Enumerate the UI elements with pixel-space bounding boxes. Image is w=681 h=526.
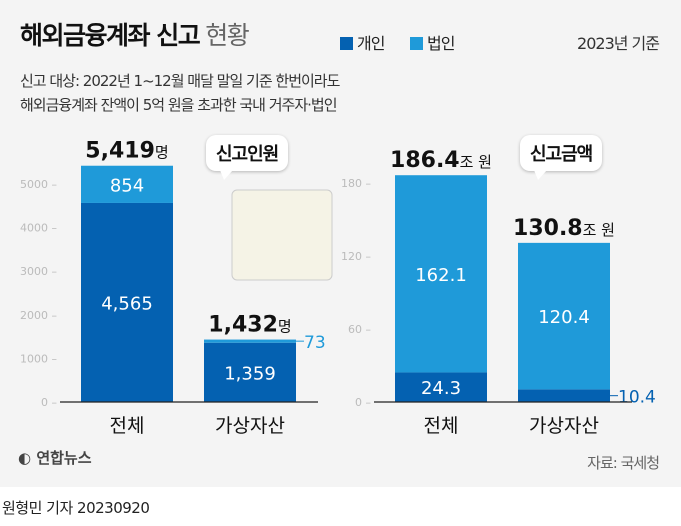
bar-corporate <box>204 339 296 343</box>
chart-title: 해외금융계좌 신고 현황 <box>20 21 250 50</box>
bar-corporate <box>81 165 173 203</box>
total-label: 186.4조 원 <box>390 148 492 173</box>
category-label: 전체 <box>424 415 459 437</box>
category-label: 가상자산 <box>529 415 599 437</box>
bar-corporate <box>395 175 487 373</box>
bar-corporate <box>518 242 610 390</box>
total-label: 5,419명 <box>85 139 168 164</box>
y-tick-label: 60 – <box>348 323 371 336</box>
y-tick-label: 0 – <box>355 396 371 409</box>
value-label: 120.4 <box>538 307 590 328</box>
total-label: 1,432명 <box>208 313 291 338</box>
y-tick-label: 0 – <box>41 396 57 409</box>
category-label: 전체 <box>110 415 145 437</box>
base-date: 2023년 기준 <box>577 34 660 53</box>
bubble-headcount: 신고인원 <box>206 135 289 180</box>
y-tick-label: 3000 – <box>20 265 57 278</box>
bar-individual <box>518 389 610 402</box>
subtitle-line-2: 해외금융계좌 잔액이 5억 원을 초과한 국내 거주자·법인 <box>20 96 338 114</box>
y-tick-label: 2000 – <box>20 309 57 322</box>
legend-item-individual: 개인 <box>340 30 385 54</box>
bar-individual <box>395 372 487 402</box>
byline: 원형민 기자 20230920 <box>2 499 150 517</box>
value-label: 24.3 <box>421 378 461 399</box>
total-label: 130.8조 원 <box>513 216 615 241</box>
yonhap-logo: ◐ 연합뉴스 <box>18 449 92 467</box>
value-label: 73 <box>304 333 326 353</box>
folder-illustration <box>231 189 333 281</box>
y-tick-label: 4000 – <box>20 222 57 235</box>
category-label: 가상자산 <box>215 415 285 437</box>
y-tick-label: 1000 – <box>20 352 57 365</box>
value-label: 162.1 <box>415 265 467 286</box>
bubble-amount: 신고금액 <box>520 135 603 180</box>
y-tick-label: 5000 – <box>20 178 57 191</box>
value-label: 10.4 <box>618 388 656 408</box>
subtitle-line-1: 신고 대상: 2022년 1~12월 매달 말일 기준 한번이라도 <box>20 72 340 90</box>
value-label: 4,565 <box>101 293 153 314</box>
y-tick-label: 180 – <box>341 177 371 190</box>
y-tick-label: 120 – <box>341 250 371 263</box>
value-label: 1,359 <box>224 363 276 384</box>
bar-individual <box>204 342 296 402</box>
bar-individual <box>81 202 173 402</box>
source-note: 자료: 국세청 <box>587 454 660 472</box>
value-label: 854 <box>110 175 144 196</box>
legend-item-corporate: 법인 <box>410 30 455 54</box>
